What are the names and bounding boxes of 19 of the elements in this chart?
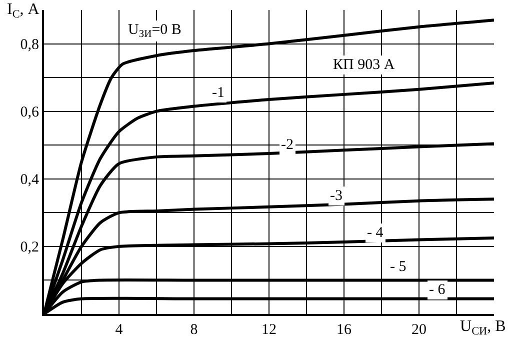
annotation: -1	[212, 85, 224, 101]
annotation: - 4	[367, 225, 384, 241]
x-axis-title: U$_{СИ}$, В	[460, 318, 506, 338]
y-tick-label: 0,2	[20, 240, 39, 256]
y-tick-label: 0,4	[20, 172, 40, 188]
x-tick-label: 12	[262, 322, 276, 338]
x-tick-label: 4	[115, 322, 124, 338]
annotation: - 5	[390, 259, 406, 275]
annotation: U$_{ЗИ}$=0 В	[128, 22, 182, 40]
annotation: КП 903 А	[333, 57, 395, 73]
annotation: -3	[330, 188, 342, 204]
y-tick-label: 0,8	[20, 37, 39, 54]
y-tick-label: 0,6	[20, 104, 40, 121]
x-tick-label: 16	[336, 322, 352, 338]
annotation: -2	[281, 137, 294, 153]
x-tick-label: 8	[190, 322, 198, 338]
y-axis-title: I$_{С}$, А	[7, 1, 40, 20]
annotation: - 6	[429, 282, 446, 298]
x-tick-label: 20	[412, 322, 426, 338]
